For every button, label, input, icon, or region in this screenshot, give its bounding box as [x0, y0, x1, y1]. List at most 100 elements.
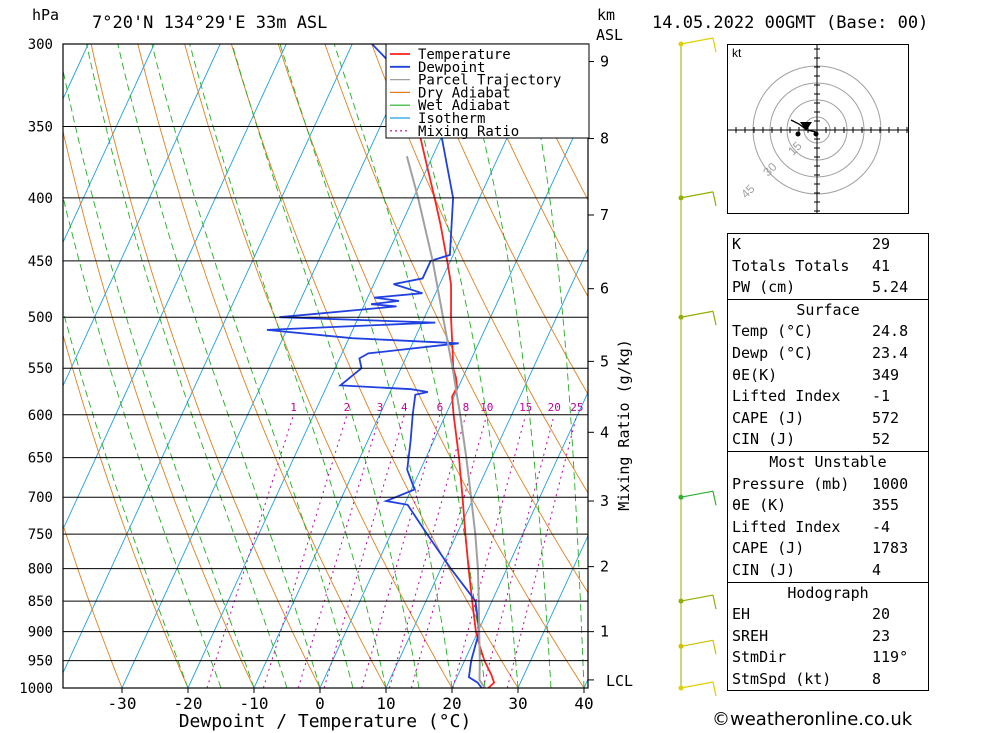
- isotherm-line: [253, 44, 551, 688]
- isotherm-line: [63, 44, 353, 674]
- wind-barb: [712, 491, 717, 506]
- mixing-ratio-line: [206, 414, 295, 688]
- wet-adiabat-line: [63, 67, 255, 688]
- pressure-tick-label: 800: [28, 562, 53, 578]
- height-unit-asl: ASL: [596, 26, 624, 44]
- x-tick-label: 0: [315, 694, 325, 713]
- legend-label: Wet Adiabat: [418, 98, 511, 114]
- section-hodograph: Hodograph: [728, 581, 928, 605]
- datetime-title: 14.05.2022 00GMT (Base: 00): [652, 13, 929, 33]
- surface-cin: CIN (J) 52: [732, 430, 891, 449]
- legend-label: Parcel Trajectory: [418, 73, 561, 89]
- pressure-tick-label: 600: [28, 408, 53, 424]
- x-tick-label: 20: [442, 694, 461, 713]
- isotherm-line: [319, 104, 588, 688]
- dewpoint-line: [266, 44, 483, 688]
- height-tick-label: 1: [600, 623, 609, 641]
- mixing-ratio-axis-label: Mixing Ratio (g/kg): [615, 339, 633, 511]
- wind-barb: [680, 681, 714, 689]
- dry-adiabat-line: [277, 44, 585, 688]
- hodograph-unit: kt: [732, 46, 742, 60]
- wind-barb-dot: [678, 494, 684, 500]
- mixing-ratio-label: 25: [570, 401, 583, 414]
- surface-temp: Temp (°C) 24.8: [732, 322, 909, 341]
- legend-label: Mixing Ratio: [418, 124, 519, 140]
- isotherm-line: [385, 247, 588, 688]
- pressure-tick-label: 350: [28, 119, 53, 135]
- pressure-tick-label: 400: [28, 191, 53, 207]
- wind-barb-dot: [678, 314, 684, 320]
- isotherm-line: [63, 44, 287, 531]
- wind-barb: [680, 191, 714, 199]
- pressure-tick-label: 1000: [19, 681, 53, 697]
- wind-barb-dot: [678, 643, 684, 649]
- dry-adiabat-line: [63, 129, 255, 688]
- wet-adiabat-line: [86, 44, 288, 688]
- isotherm-line: [0, 44, 22, 688]
- height-unit-km: km: [597, 6, 616, 24]
- height-tick-label: 8: [600, 130, 609, 148]
- mixing-ratio-label: 4: [401, 401, 408, 414]
- wind-barb: [680, 310, 714, 318]
- wind-barb: [680, 639, 714, 647]
- height-tick-label: 6: [600, 280, 609, 298]
- hodo-stmspd: StmSpd (kt) 8: [732, 669, 882, 688]
- dry-adiabat-line: [230, 44, 519, 688]
- pressure-tick-label: 550: [28, 361, 53, 377]
- dry-adiabat-line: [184, 44, 453, 688]
- mixing-ratio-line: [482, 414, 555, 688]
- section-most-unstable: Most Unstable: [728, 450, 928, 474]
- hodo-stmdir: StmDir 119°: [732, 648, 909, 667]
- mixing-ratio-label: 15: [519, 401, 532, 414]
- hodograph-point: [795, 131, 801, 137]
- x-tick-label: 40: [574, 694, 593, 713]
- mixing-ratio-label: 3: [377, 401, 384, 414]
- mixing-ratio-label: 6: [437, 401, 444, 414]
- wet-adiabat-line: [522, 44, 585, 688]
- legend-label: Dewpoint: [418, 60, 485, 76]
- wind-barb-dot: [678, 195, 684, 201]
- x-tick-label: 10: [376, 694, 395, 713]
- mu-cape: CAPE (J) 1783: [732, 539, 909, 558]
- wind-barb-dot: [678, 598, 684, 604]
- height-tick-label: 2: [600, 558, 609, 576]
- mixing-ratio-line: [452, 414, 527, 688]
- mu-li: Lifted Index -4: [732, 517, 891, 536]
- pressure-tick-label: 900: [28, 625, 53, 641]
- pressure-tick-label: 450: [28, 254, 53, 270]
- x-tick-label: -20: [174, 694, 203, 713]
- pressure-tick-label: 300: [28, 37, 53, 53]
- pressure-tick-label: 850: [28, 594, 53, 610]
- pressure-tick-label: 750: [28, 527, 53, 543]
- wind-barb-dot: [678, 685, 684, 691]
- height-tick-label: 7: [600, 206, 609, 224]
- isotherm-line: [63, 44, 155, 244]
- axes-layer: 1 2 3 4 6 8 10 15 20 2530035040045050055060065070…: [19, 37, 633, 732]
- hodograph-trace: [790, 119, 817, 133]
- mu-pressure: Pressure (mb) 1000: [732, 474, 909, 493]
- mixing-ratio-label: 2: [344, 401, 351, 414]
- wind-barb: [680, 37, 714, 45]
- storm-motion-marker: [800, 122, 812, 131]
- legend-label: Temperature: [418, 47, 511, 63]
- wind-barb: [680, 594, 714, 602]
- surface-dewp: Dewp (°C) 23.4: [732, 343, 909, 362]
- section-surface: Surface: [728, 298, 928, 322]
- wind-barb: [712, 191, 717, 207]
- isotherm-line: [517, 534, 588, 688]
- hodograph-point: [813, 131, 819, 137]
- mixing-ratio-label: 10: [480, 401, 493, 414]
- wet-adiabat-line: [189, 44, 387, 688]
- dry-adiabat-line: [418, 44, 588, 396]
- site-credit-link[interactable]: ©weatheronline.co.uk: [712, 709, 913, 730]
- mixing-ratio-label: 1: [290, 401, 297, 414]
- series-layer: [266, 44, 496, 688]
- height-tick-label: 5: [600, 352, 609, 370]
- hodo-eh: EH 20: [732, 605, 891, 624]
- wind-barb: [712, 640, 717, 655]
- x-tick-label: -30: [108, 694, 137, 713]
- mixing-ratio-line: [506, 414, 578, 688]
- pressure-unit: hPa: [32, 6, 60, 24]
- hodograph-frame: [727, 44, 909, 214]
- lcl-label: LCL: [606, 672, 633, 690]
